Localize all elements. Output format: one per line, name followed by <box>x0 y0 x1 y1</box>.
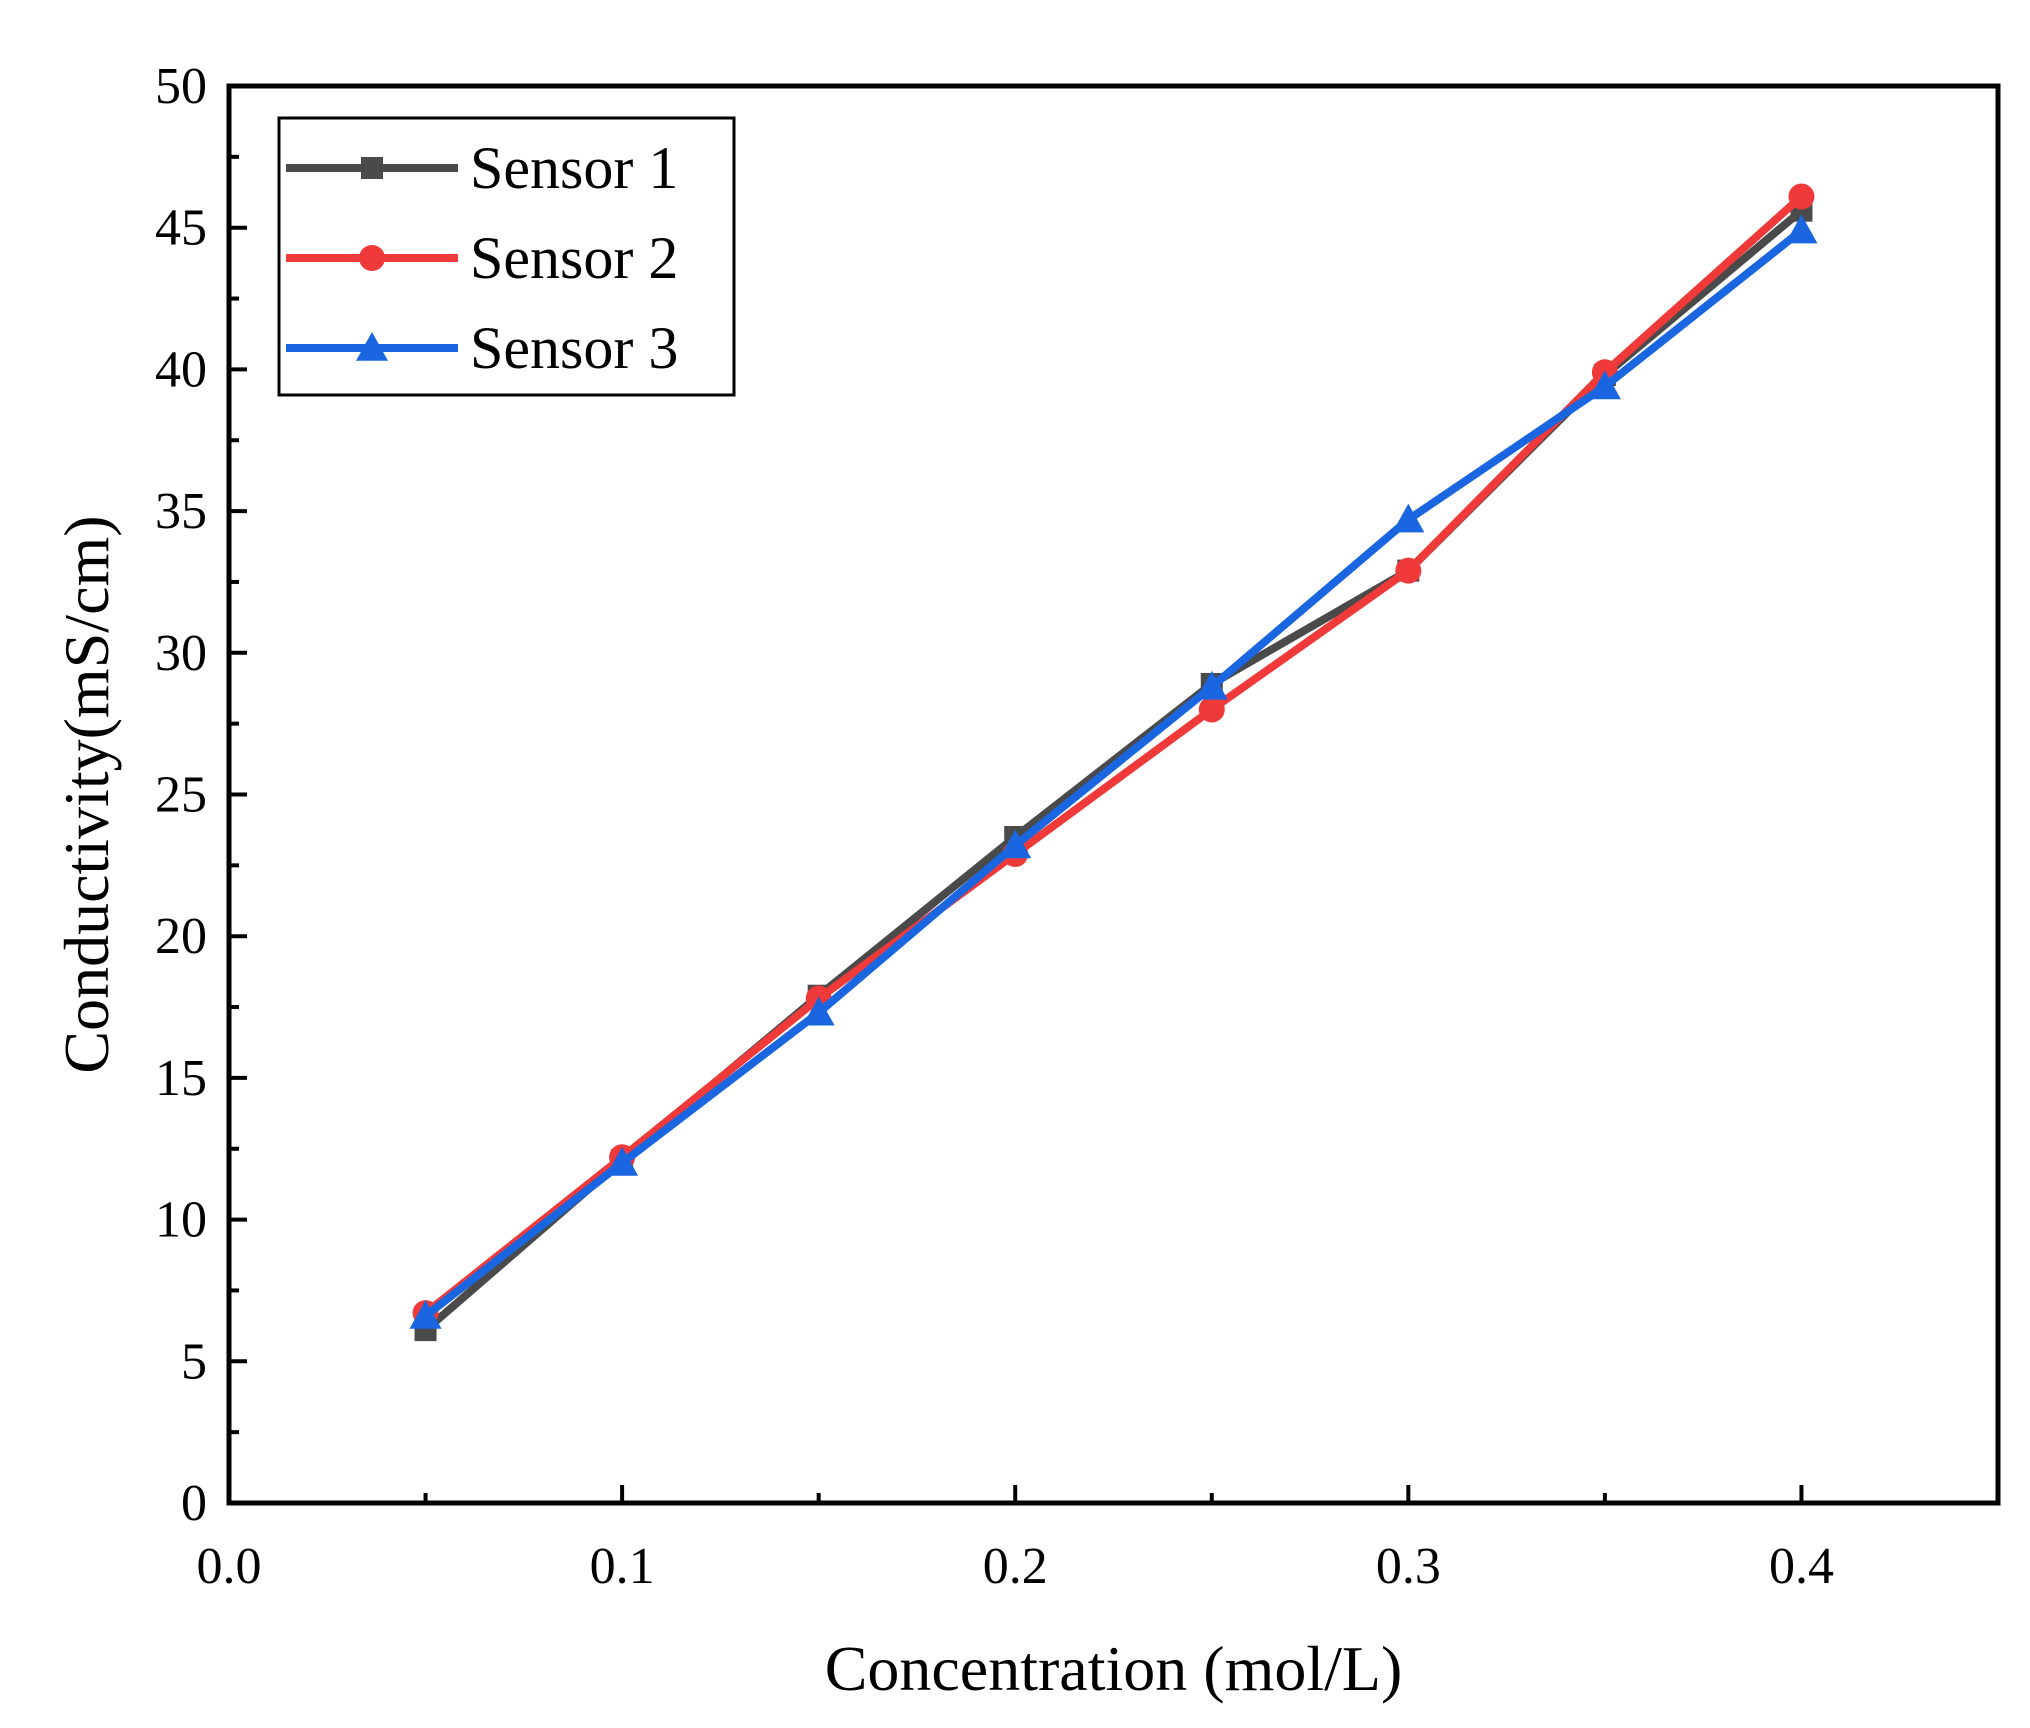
y-tick-label: 30 <box>155 625 207 682</box>
data-point-sensor-3 <box>1392 503 1425 533</box>
x-axis-title: Concentration (mol/L) <box>825 1633 1403 1704</box>
data-point-sensor-3 <box>999 829 1032 859</box>
data-point-sensor-3 <box>409 1299 442 1329</box>
series-layer <box>409 183 1818 1342</box>
y-tick-label: 45 <box>155 200 207 257</box>
data-point-sensor-2 <box>1395 557 1422 584</box>
legend-label-sensor-1: Sensor 1 <box>470 135 678 201</box>
data-point-sensor-3 <box>802 996 835 1026</box>
y-tick-label: 40 <box>155 341 207 398</box>
series-line-sensor-3 <box>421 226 1806 1320</box>
legend-label-sensor-3: Sensor 3 <box>470 315 678 381</box>
y-tick-label: 35 <box>155 483 207 540</box>
data-point-sensor-3 <box>606 1146 639 1176</box>
y-tick-label: 25 <box>155 767 207 824</box>
legend-marker-sensor-2 <box>359 245 385 271</box>
x-tick-label: 0.1 <box>590 1538 655 1595</box>
x-tick-label: 0.4 <box>1769 1538 1834 1595</box>
legend-label-sensor-2: Sensor 2 <box>470 225 678 291</box>
x-tick-label: 0.2 <box>983 1538 1048 1595</box>
y-axis-title: Conductivity(mS/cm) <box>51 515 122 1073</box>
y-tick-label: 5 <box>181 1333 207 1390</box>
data-point-sensor-3 <box>1195 670 1228 700</box>
y-tick-label: 15 <box>155 1050 207 1107</box>
y-tick-label: 0 <box>181 1475 207 1532</box>
x-tick-label: 0.3 <box>1376 1538 1441 1595</box>
legend: Sensor 1 Sensor 2 Sensor 3 <box>277 116 736 397</box>
x-tick-label: 0.0 <box>197 1538 262 1595</box>
data-point-sensor-3 <box>1785 214 1818 244</box>
ticks-layer: 0 5 10 15 20 25 30 35 40 45 50 0.0 0.1 0.2 0.3 0.4 <box>155 58 1834 1595</box>
y-tick-label: 10 <box>155 1192 207 1249</box>
y-tick-label: 20 <box>155 908 207 965</box>
data-point-sensor-3 <box>1588 370 1621 400</box>
legend-marker-sensor-3 <box>356 332 388 361</box>
series-sensor-3 <box>409 214 1818 1329</box>
y-tick-label: 50 <box>155 58 207 115</box>
plot-frame <box>226 83 2001 1506</box>
legend-marker-sensor-1 <box>361 157 383 179</box>
data-point-sensor-2 <box>1198 696 1225 723</box>
data-point-sensor-2 <box>1788 183 1815 210</box>
